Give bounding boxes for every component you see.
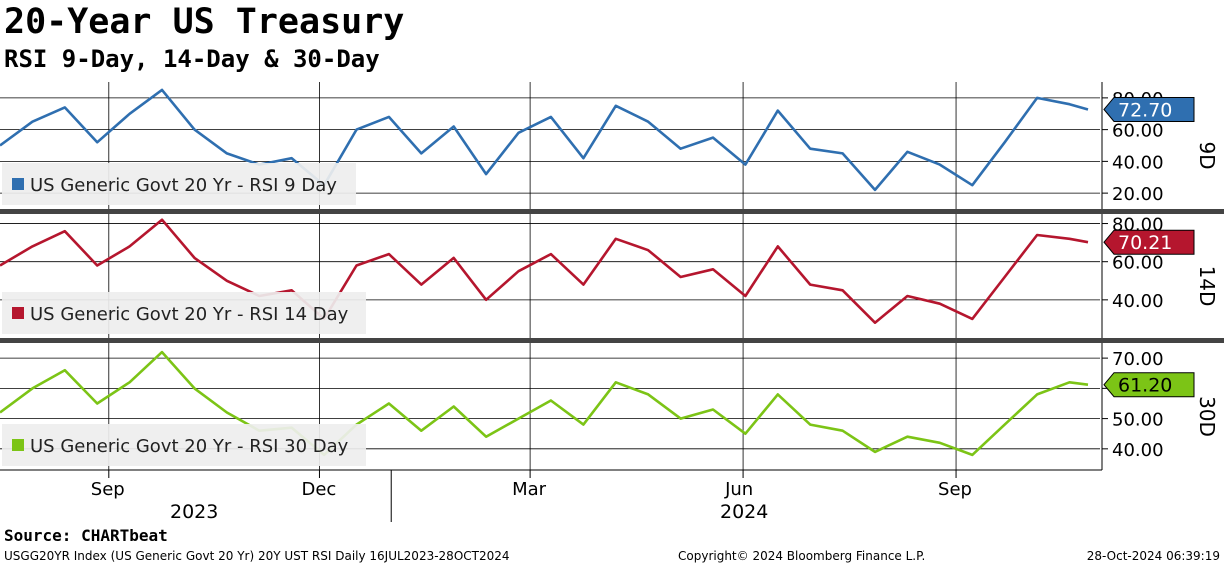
series-line-30D: [0, 350, 1089, 457]
legend-box: [2, 292, 366, 334]
panel-label-14D: 14D: [1195, 266, 1219, 307]
footer-description: USGG20YR Index (US Generic Govt 20 Yr) 2…: [4, 549, 510, 563]
y-tick-label: 60.00: [1112, 121, 1164, 142]
chart-subtitle: RSI 9-Day, 14-Day & 30-Day: [4, 45, 380, 73]
panel-label-30D: 30D: [1195, 396, 1219, 437]
y-tick-label: 50.00: [1112, 410, 1164, 431]
series-line-9D: [0, 88, 1089, 192]
x-tick-label: Mar: [512, 479, 547, 500]
legend-box: [2, 163, 356, 205]
y-tick-label: 20.00: [1112, 184, 1164, 205]
x-tick-label: Jun: [724, 479, 753, 500]
last-value-tag: [1103, 96, 1195, 122]
y-tick-label: 60.00: [1112, 253, 1164, 274]
y-tick-label: 70.00: [1112, 349, 1164, 370]
last-value-tag: [1103, 372, 1195, 398]
last-value-label: 61.20: [1118, 375, 1172, 397]
y-tick-label: 40.00: [1112, 152, 1164, 173]
footer-copyright: Copyright© 2024 Bloomberg Finance L.P.: [678, 549, 926, 563]
year-label: 2024: [720, 501, 768, 523]
y-tick-label: 40.00: [1112, 440, 1164, 461]
x-tick-label: Sep: [938, 479, 972, 500]
last-value-label: 70.21: [1118, 232, 1172, 254]
x-tick-label: Dec: [301, 479, 336, 500]
footer-timestamp: 28-Oct-2024 06:39:19: [1086, 549, 1220, 563]
legend-label: US Generic Govt 20 Yr - RSI 9 Day: [30, 175, 337, 196]
series-line-14D: [0, 218, 1089, 325]
legend-swatch: [12, 307, 24, 319]
y-tick-label: 40.00: [1112, 291, 1164, 312]
legend-label: US Generic Govt 20 Yr - RSI 14 Day: [30, 304, 349, 325]
source-label: Source: CHARTbeat: [4, 526, 168, 545]
chart-title: 20-Year US Treasury: [4, 2, 405, 42]
legend-label: US Generic Govt 20 Yr - RSI 30 Day: [30, 436, 349, 457]
legend-box: [2, 424, 366, 466]
panel-separator: [0, 338, 1224, 343]
last-value-label: 72.70: [1118, 99, 1172, 121]
legend-swatch: [12, 178, 24, 190]
x-tick-label: Sep: [91, 479, 125, 500]
panel-separator: [0, 209, 1224, 214]
last-value-tag: [1103, 229, 1195, 255]
legend-swatch: [12, 439, 24, 451]
year-label: 2023: [170, 501, 218, 523]
panel-label-9D: 9D: [1195, 141, 1219, 169]
